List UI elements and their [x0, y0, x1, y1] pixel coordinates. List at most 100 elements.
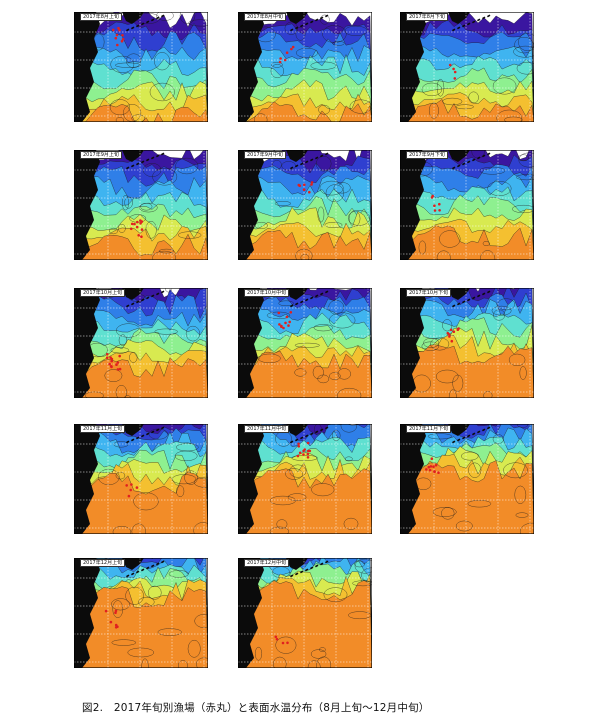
sst-contour — [178, 660, 188, 668]
island — [131, 26, 135, 30]
panel-period-label: 2017年12月上旬 — [80, 559, 126, 567]
fishing-ground-dot — [308, 190, 311, 194]
fishing-ground-dot — [125, 484, 128, 487]
sst-contour — [455, 104, 474, 110]
land-mass — [286, 288, 308, 300]
fishing-ground-dot — [438, 202, 441, 206]
sst-contour — [515, 512, 529, 518]
sst-contour — [112, 526, 132, 534]
fishing-ground-dot — [303, 448, 306, 451]
fishing-ground-dot — [291, 45, 295, 49]
sst-contour — [184, 470, 198, 485]
island — [141, 434, 145, 438]
sst-contour — [337, 388, 362, 398]
land-mass — [74, 12, 100, 122]
fishing-ground-dot — [120, 39, 124, 43]
fishing-ground-dot — [278, 323, 281, 326]
sst-contour — [125, 586, 144, 605]
sst-map-panel: 2017年11月下旬 — [400, 424, 534, 534]
fishing-ground-dot — [114, 626, 118, 629]
sst-map-panel: 2017年9月下旬 — [400, 150, 534, 260]
island — [156, 154, 160, 158]
fishing-ground-dot — [129, 227, 133, 231]
fishing-ground-dot — [446, 331, 450, 335]
sst-band — [74, 104, 208, 122]
sst-contour — [133, 492, 159, 511]
island — [477, 156, 481, 160]
island — [161, 560, 165, 564]
island — [467, 298, 471, 302]
sst-contour — [516, 62, 534, 75]
island — [457, 302, 461, 306]
sst-contour — [513, 45, 534, 58]
sst-contour — [296, 48, 318, 58]
sst-contour — [497, 298, 515, 311]
fishing-ground-dot — [140, 228, 144, 231]
panel-period-label: 2017年11月下旬 — [406, 425, 452, 433]
island — [141, 568, 145, 572]
sst-contour — [492, 434, 504, 444]
island — [295, 438, 299, 442]
island — [151, 564, 155, 568]
sst-contour — [152, 250, 176, 260]
sst-contour — [517, 424, 529, 428]
map-frame — [238, 288, 372, 398]
fishing-ground-dot — [306, 441, 310, 445]
island — [126, 28, 130, 32]
sst-contour — [479, 166, 506, 175]
island — [136, 300, 140, 304]
sst-contour — [285, 468, 303, 480]
fishing-ground-dot — [433, 204, 436, 207]
island — [320, 428, 324, 432]
land-mass — [400, 288, 426, 398]
sst-map-panel: 2017年11月中旬 — [238, 424, 372, 534]
sst-contour — [310, 649, 327, 659]
sst-contour — [343, 517, 359, 530]
land-mass — [400, 150, 426, 260]
island — [146, 296, 150, 300]
fishing-ground-dot — [298, 451, 302, 455]
sst-contour — [116, 323, 141, 338]
sst-contour — [176, 485, 185, 497]
fishing-ground-dot — [136, 220, 139, 224]
sst-contour — [329, 372, 341, 380]
fishing-ground-dot — [118, 354, 121, 358]
land-mass — [122, 12, 144, 24]
sst-band — [74, 357, 208, 398]
sst-contour — [503, 462, 528, 479]
sst-contour — [439, 230, 461, 248]
land-mass — [448, 150, 470, 162]
island — [462, 436, 466, 440]
sst-contour — [185, 325, 200, 342]
fishing-ground-dot — [450, 339, 454, 343]
island — [151, 430, 155, 434]
map-frame — [74, 150, 208, 260]
fishing-ground-dot — [453, 70, 457, 74]
sst-contour — [354, 558, 372, 574]
sst-contour — [332, 41, 345, 46]
fishing-ground-dot — [302, 188, 306, 191]
fishing-ground-dot — [105, 356, 109, 359]
fishing-ground-dot — [438, 209, 441, 212]
sst-contour — [118, 224, 126, 233]
map-frame — [238, 558, 372, 668]
island — [305, 568, 309, 572]
sst-contour — [432, 507, 457, 517]
island — [310, 20, 314, 24]
fishing-ground-dot — [135, 225, 139, 229]
sst-contour — [294, 342, 320, 348]
sst-contour — [323, 587, 348, 602]
island — [156, 16, 160, 20]
fishing-ground-dot — [308, 449, 312, 453]
fishing-ground-dot — [286, 641, 289, 645]
sst-contour — [482, 241, 490, 246]
sst-contour — [491, 305, 512, 316]
island — [161, 14, 165, 18]
panel-period-label: 2017年10月下旬 — [406, 289, 452, 297]
sst-contour — [514, 485, 527, 504]
land-mass — [400, 424, 426, 534]
island — [156, 562, 160, 566]
sst-contour — [508, 353, 526, 366]
island — [452, 304, 456, 308]
fishing-ground-dot — [109, 356, 112, 359]
